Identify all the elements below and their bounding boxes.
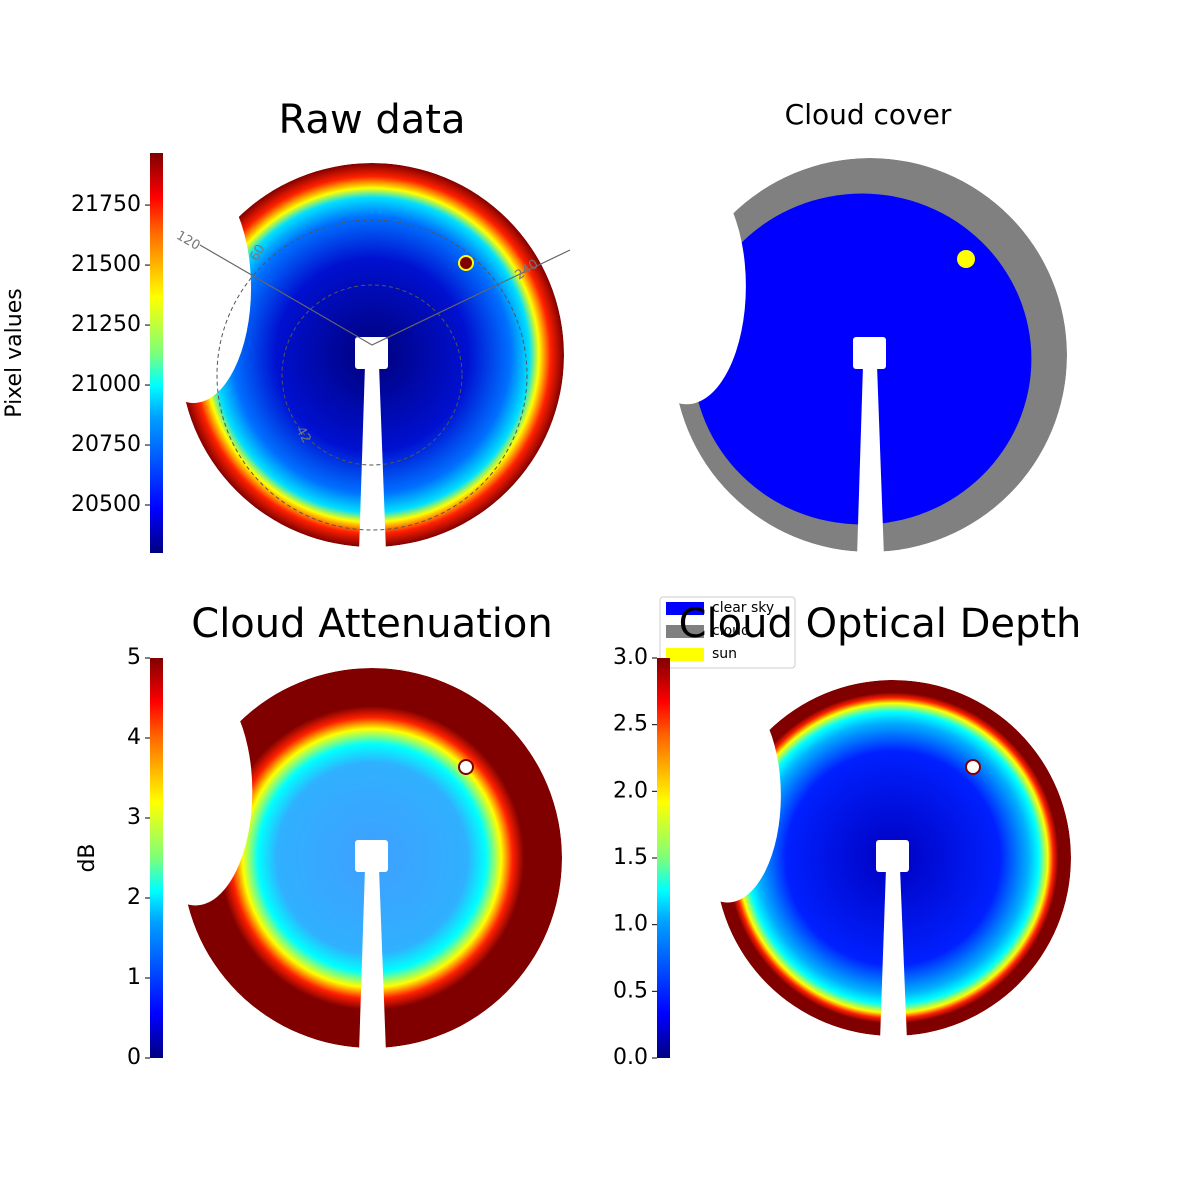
legend-label: cloud [712,623,750,639]
sun-spot [458,759,474,775]
colorbar-tick-label: 0.0 [613,1045,648,1070]
panel-title: Cloud Optical Depth [679,601,1082,647]
sun-spot [458,255,474,271]
sun-spot [965,759,981,775]
colorbar [150,153,163,553]
legend-swatch [666,602,704,615]
colorbar-tick-label: 21250 [71,312,141,337]
legend-swatch [666,648,704,661]
sky-disc [180,163,564,547]
legend-label: clear sky [712,600,774,616]
colorbar-tick-label: 21750 [71,192,141,217]
polar-grid [281,284,463,466]
colorbar-tick-label: 21000 [71,372,141,397]
sky-image [673,158,1067,552]
colorbar-tick-label: 0 [127,1045,141,1070]
colorbar-tick-label: 20500 [71,492,141,517]
panel-title: Cloud Attenuation [191,601,552,647]
clear-region [692,193,1032,525]
colorbar-tick-label: 2.5 [613,712,648,737]
sky-image [182,668,562,1048]
polar-label: 42 [292,424,313,446]
colorbar [150,658,163,1058]
colorbar-tick-label: 3.0 [613,645,648,670]
colorbar-tick-label: 1.5 [613,845,648,870]
sky-disc [715,680,1071,1036]
polar-label: 60 [247,242,268,264]
colorbar-tick-label: 3 [127,805,141,830]
colorbar-label: dB [75,843,100,872]
sky-image [715,680,1071,1036]
colorbar-tick-label: 5 [127,645,141,670]
colorbar-tick-label: 0.5 [613,978,648,1003]
polar-axis [199,244,571,346]
sky-image [180,163,564,547]
colorbar-tick-label: 2.0 [613,778,648,803]
sky-disc [182,668,562,1048]
legend-label: sun [712,646,737,662]
legend-swatch [666,625,704,638]
colorbar-tick-label: 20750 [71,432,141,457]
colorbar-tick-label: 1 [127,965,141,990]
colorbar-tick-label: 1.0 [613,912,648,937]
panel-title: Cloud cover [785,98,952,131]
panel-title: Raw data [279,97,466,143]
sun-region [957,250,975,268]
colorbar-label: Pixel values [2,288,27,417]
polar-label: 120 [173,228,202,253]
colorbar [657,658,670,1058]
polar-grid [216,219,528,531]
colorbar-tick-label: 21500 [71,252,141,277]
colorbar-tick-label: 4 [127,725,141,750]
colorbar-tick-label: 2 [127,885,141,910]
